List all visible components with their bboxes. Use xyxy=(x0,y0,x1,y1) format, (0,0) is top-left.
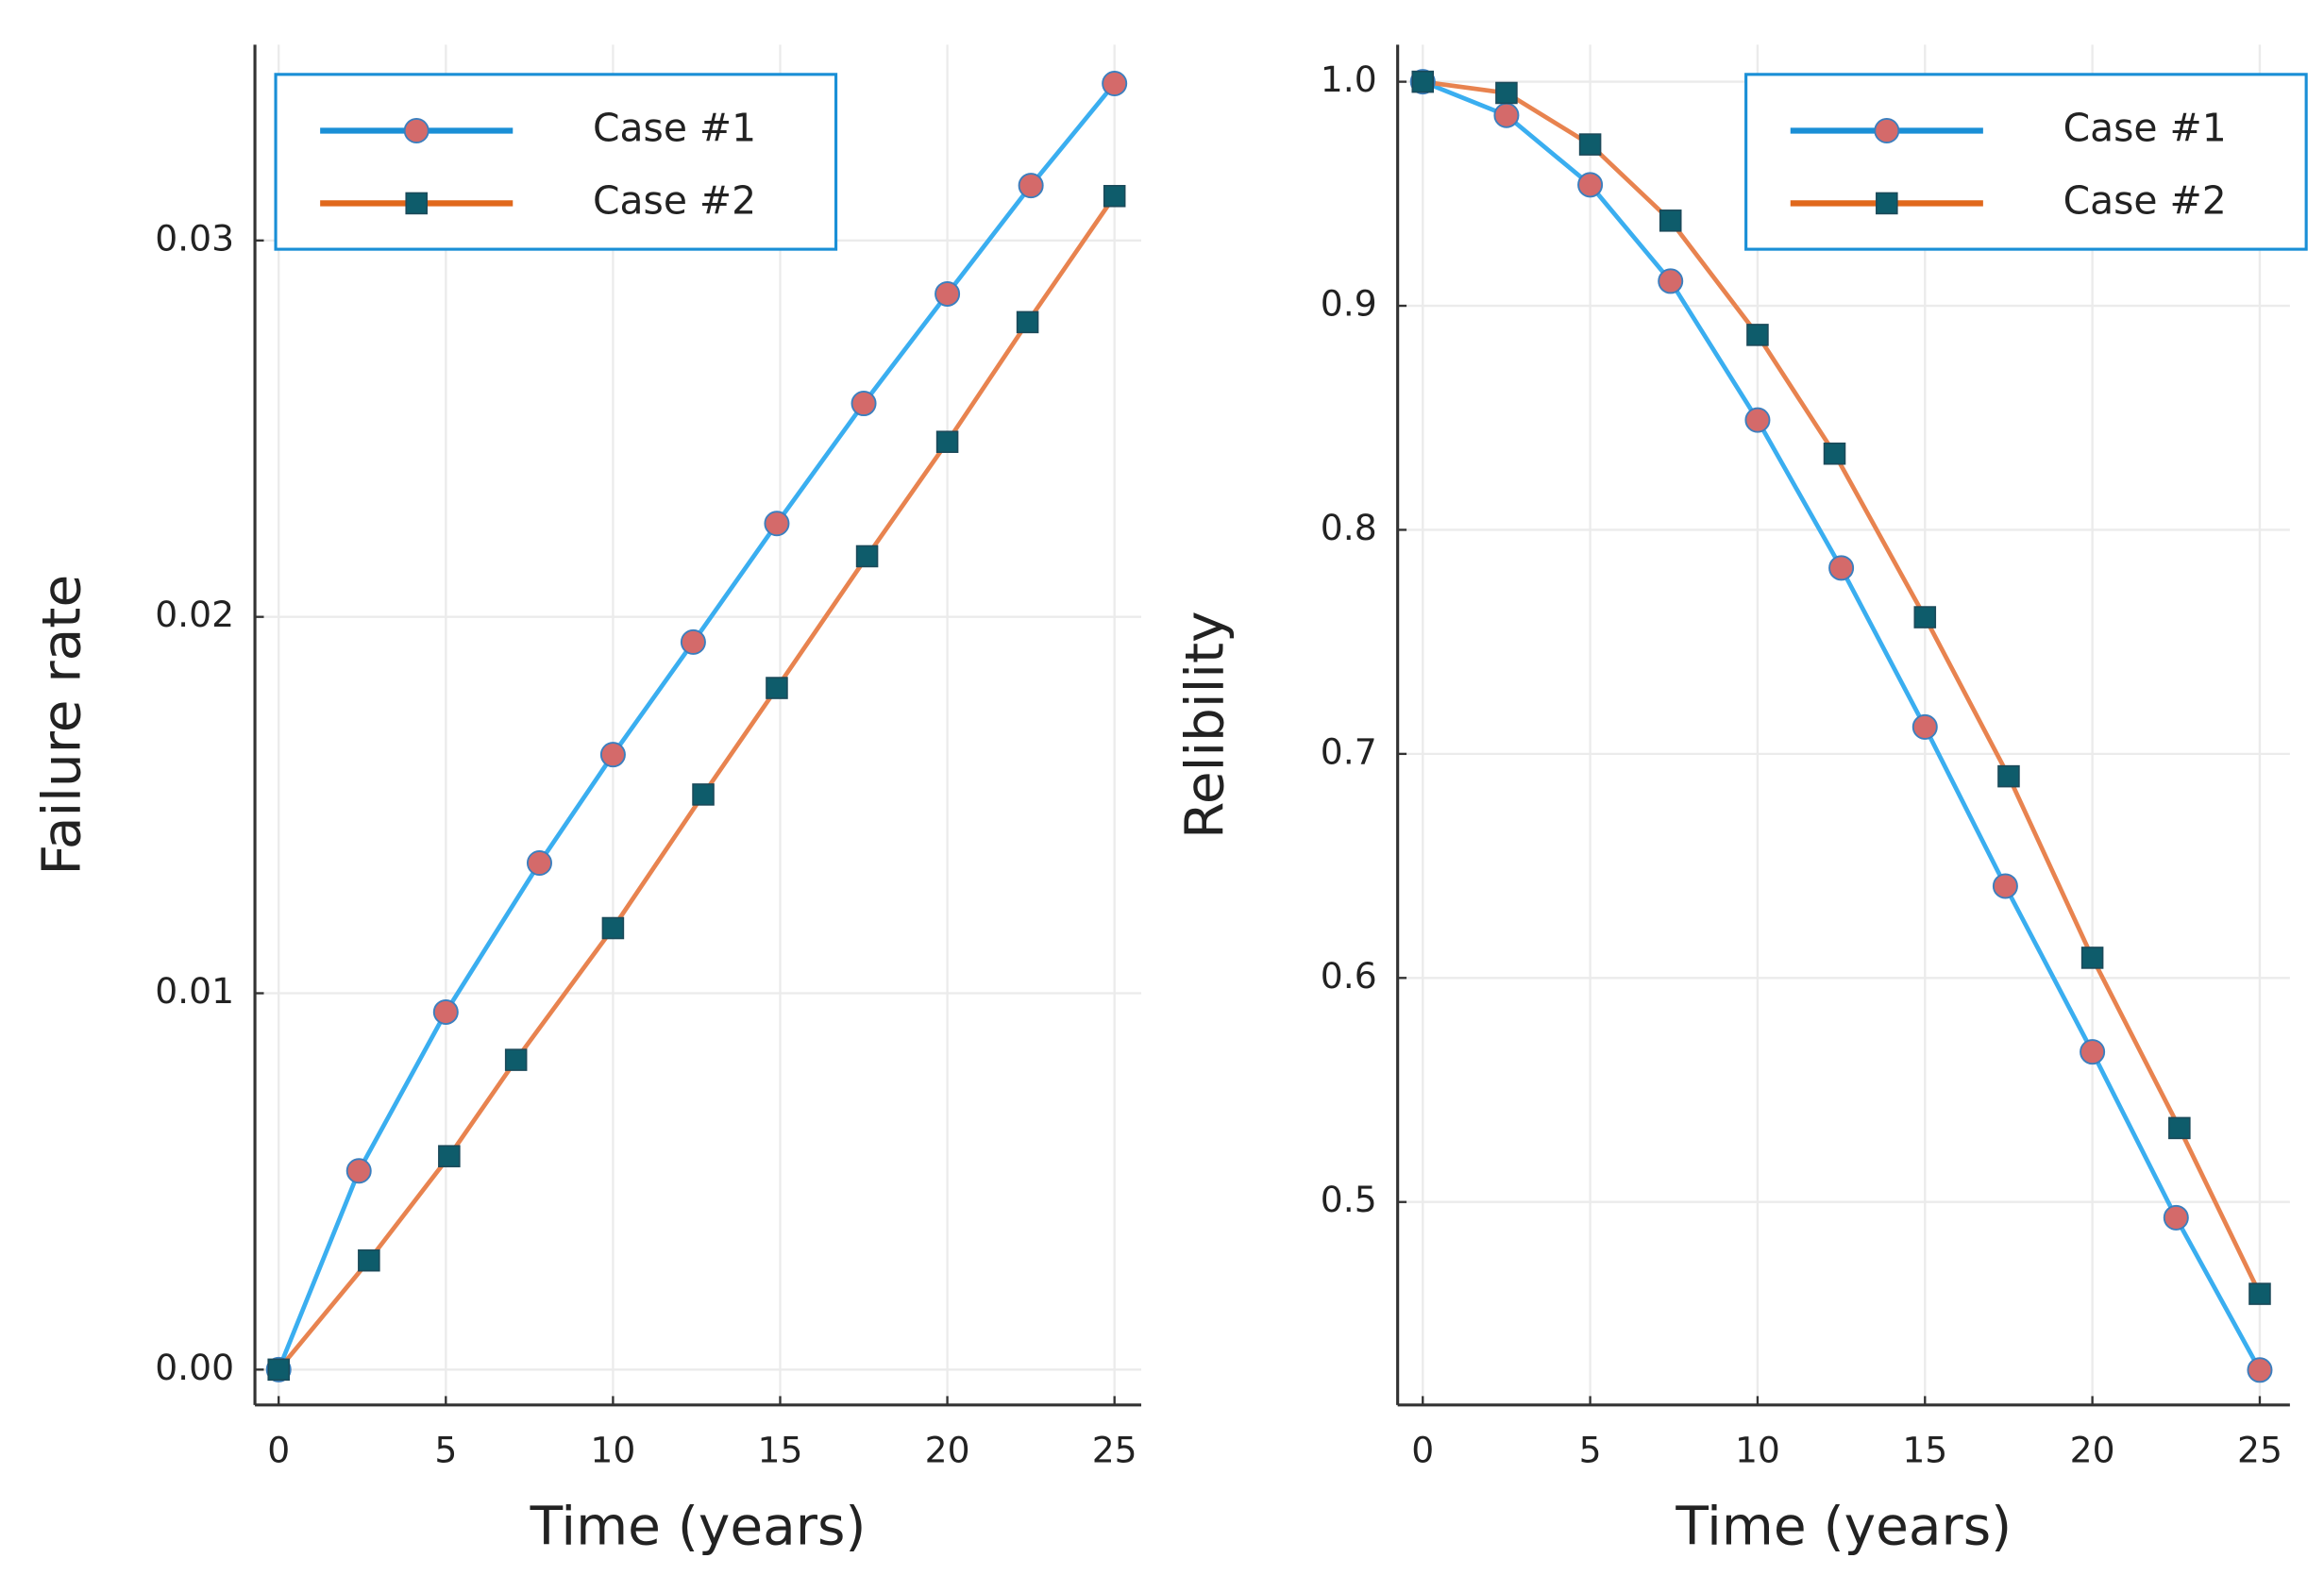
marker xyxy=(1016,310,1039,334)
marker xyxy=(599,742,626,768)
marker xyxy=(1997,764,2020,788)
legend-text: Case #1 xyxy=(2063,106,2227,151)
y-tick-label: 0.03 xyxy=(155,217,234,259)
marker xyxy=(1876,192,1898,215)
marker xyxy=(1018,173,1044,199)
x-tick-label: 5 xyxy=(1579,1430,1602,1471)
marker xyxy=(935,280,961,307)
marker xyxy=(438,1145,461,1167)
marker xyxy=(526,850,552,877)
legend-text: Case #1 xyxy=(593,106,756,151)
marker xyxy=(2248,1282,2271,1305)
legend-box xyxy=(1744,73,2308,251)
x-axis-label: Time (years) xyxy=(530,1496,867,1557)
marker xyxy=(1746,324,1769,346)
marker xyxy=(432,998,459,1025)
marker xyxy=(1411,70,1435,93)
legend-text: Case #2 xyxy=(2063,177,2227,223)
y-tick-label: 0.01 xyxy=(155,970,234,1012)
marker xyxy=(1744,407,1771,433)
marker xyxy=(358,1248,380,1272)
marker xyxy=(692,783,715,806)
x-tick-label: 0 xyxy=(1411,1430,1434,1471)
y-tick-label: 0.00 xyxy=(155,1347,234,1388)
y-tick-label: 0.8 xyxy=(1321,507,1377,548)
x-tick-label: 10 xyxy=(1735,1430,1780,1471)
marker xyxy=(764,511,790,537)
y-tick-label: 0.6 xyxy=(1321,955,1377,997)
marker xyxy=(1828,555,1855,581)
x-tick-label: 25 xyxy=(2237,1430,2282,1471)
marker xyxy=(1913,606,1937,628)
marker xyxy=(855,545,879,568)
line xyxy=(277,194,1117,1371)
x-tick-label: 15 xyxy=(1902,1430,1947,1471)
marker xyxy=(1578,133,1602,156)
y-tick-label: 0.02 xyxy=(155,594,234,635)
marker xyxy=(1102,71,1128,97)
marker xyxy=(1493,102,1520,128)
marker xyxy=(403,117,429,144)
marker xyxy=(1658,268,1684,294)
marker xyxy=(2168,1116,2191,1140)
marker xyxy=(504,1048,528,1071)
marker xyxy=(1823,442,1846,465)
y-tick-label: 0.7 xyxy=(1321,730,1377,772)
marker xyxy=(1659,209,1682,232)
marker xyxy=(2080,1039,2106,1065)
marker xyxy=(601,916,625,940)
marker xyxy=(850,391,877,417)
marker xyxy=(680,628,706,655)
line xyxy=(1422,79,2263,1371)
marker xyxy=(766,677,788,699)
marker xyxy=(1874,117,1900,144)
x-tick-label: 20 xyxy=(925,1430,970,1471)
legend: Case #1 Case #2 xyxy=(1744,73,2308,251)
marker xyxy=(2080,947,2104,969)
x-axis-label: Time (years) xyxy=(1675,1496,2012,1557)
legend-box xyxy=(274,73,838,251)
y-tick-label: 1.0 xyxy=(1321,59,1377,100)
panel: 0 5 10 15 20 25 0.5 0.6 0.7 0.8 0.9 1.0 Time (years)… xyxy=(1174,44,2308,1557)
y-axis-label: Relibility xyxy=(1174,611,1236,838)
marker xyxy=(1992,873,2018,899)
legend: Case #1 Case #2 xyxy=(274,73,838,251)
marker xyxy=(405,192,428,215)
marker xyxy=(2163,1204,2189,1231)
line xyxy=(1422,79,2263,1296)
x-tick-label: 10 xyxy=(590,1430,635,1471)
y-tick-label: 0.5 xyxy=(1321,1179,1377,1220)
y-axis-label: Failure rate xyxy=(32,575,93,876)
x-tick-label: 15 xyxy=(758,1430,803,1471)
marker xyxy=(267,1358,290,1382)
x-tick-label: 0 xyxy=(267,1430,290,1471)
panel: 0 5 10 15 20 25 0.00 0.01 0.02 0.03 Time (years) Fa… xyxy=(32,44,1142,1557)
marker xyxy=(1577,172,1604,198)
x-tick-label: 20 xyxy=(2070,1430,2115,1471)
marker xyxy=(2247,1357,2273,1383)
marker xyxy=(1103,184,1126,208)
legend-text: Case #2 xyxy=(593,177,756,223)
marker xyxy=(1911,713,1938,740)
marker xyxy=(935,430,959,453)
marker xyxy=(345,1158,372,1184)
line xyxy=(277,82,1117,1371)
y-tick-label: 0.9 xyxy=(1321,283,1377,325)
x-tick-label: 5 xyxy=(434,1430,457,1471)
x-tick-label: 25 xyxy=(1092,1430,1137,1471)
marker xyxy=(1495,81,1518,105)
